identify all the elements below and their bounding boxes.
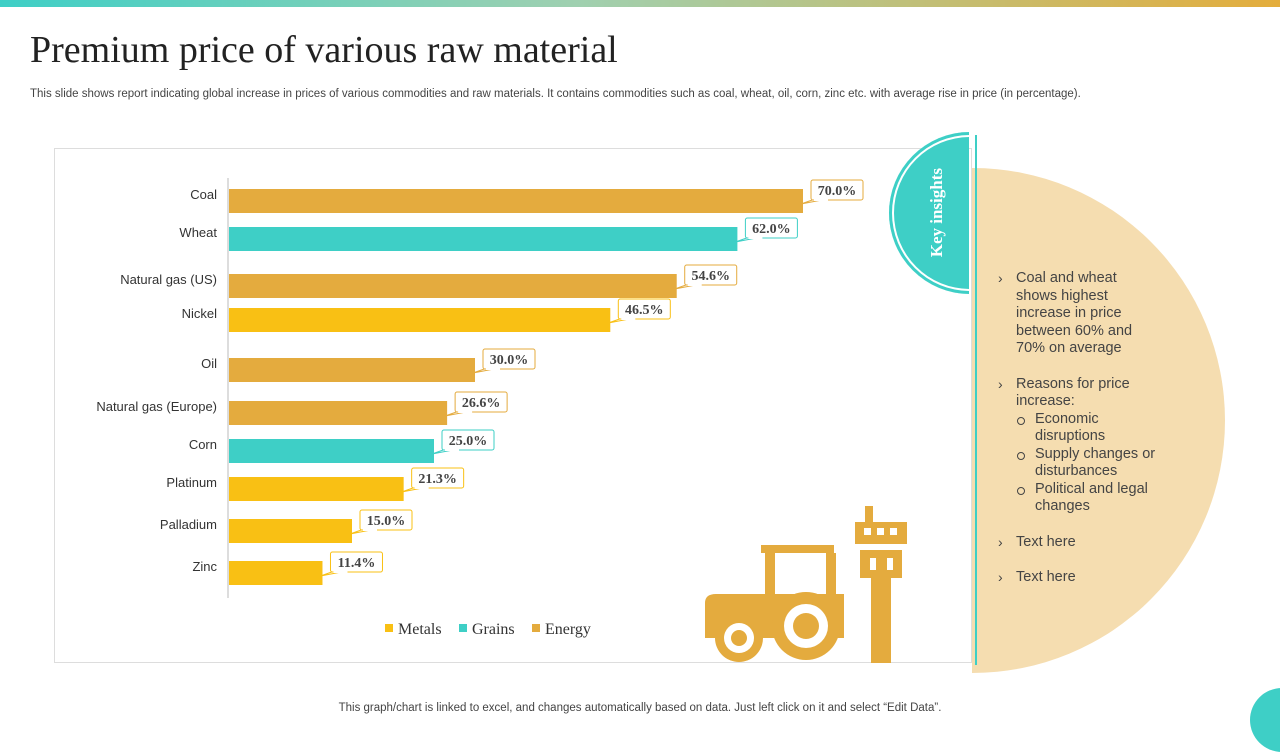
insight-text: Text here [1016, 569, 1076, 585]
silo-tower [871, 578, 891, 663]
legend-swatch [459, 624, 467, 632]
data-label: 62.0% [752, 222, 791, 237]
category-label: Platinum [166, 475, 217, 490]
data-label-pointer-mask [414, 486, 429, 489]
bar [229, 439, 434, 463]
insight-item: Reasons for price increase: Economic dis… [998, 376, 1158, 516]
category-label: Oil [201, 356, 217, 371]
reason-item: Economic disruptions [1016, 411, 1158, 446]
insight-item: Coal and wheat shows highest increase in… [998, 270, 1158, 358]
reason-item: Political and legal changes [1016, 481, 1158, 516]
page-subtitle: This slide shows report indicating globa… [30, 88, 1081, 100]
data-label-box [482, 348, 536, 370]
data-label-pointer-mask [363, 528, 377, 531]
category-label: Wheat [179, 225, 217, 240]
bar [229, 227, 738, 251]
silo-window [890, 528, 897, 535]
footnote: This graph/chart is linked to excel, and… [338, 702, 942, 714]
bar-chart[interactable]: Coal 70.0% Wheat 62.0% Natural gas (US) 54.6%… [54, 148, 972, 663]
insights-list: Coal and wheat shows highest increase in… [998, 270, 1158, 605]
insights-title: Key insights [897, 150, 977, 275]
insights-title-text: Key insights [927, 167, 946, 258]
data-label-box [359, 509, 413, 531]
legend-label: Grains [472, 621, 515, 638]
silo-window [864, 528, 871, 535]
data-label-pointer-mask [486, 367, 500, 370]
corner-decoration [1250, 688, 1280, 752]
data-label-box [684, 264, 738, 286]
bar [229, 274, 677, 298]
insight-item: Text here [998, 534, 1158, 552]
silo-slot [887, 558, 893, 570]
tractor-post [826, 553, 836, 598]
reasons-list: Economic disruptions Supply changes or d… [1016, 411, 1158, 516]
legend-swatch [532, 624, 540, 632]
data-label-pointer-mask [333, 570, 348, 573]
data-label: 25.0% [449, 434, 488, 449]
data-label-pointer-mask [621, 317, 636, 320]
insights-divider [975, 135, 977, 665]
silo-body [860, 550, 902, 578]
data-label-box [411, 467, 465, 489]
bar [229, 358, 475, 382]
category-label: Palladium [160, 517, 217, 532]
bar [229, 561, 323, 585]
silo-slot [870, 558, 876, 570]
data-label-box [454, 391, 508, 413]
bar [229, 477, 404, 501]
insight-text: Text here [1016, 533, 1076, 550]
data-label-box [810, 179, 864, 201]
data-label: 46.5% [625, 303, 664, 318]
tractor-post [765, 553, 775, 598]
tractor-front-wheel-hub [731, 630, 747, 646]
data-label-box [329, 551, 383, 573]
data-label-box [744, 217, 798, 239]
data-label-pointer-mask [814, 198, 828, 201]
page-title: Premium price of various raw material [30, 29, 618, 71]
data-label: 15.0% [367, 514, 406, 529]
tractor-roof [761, 545, 834, 553]
data-label-pointer-mask [748, 236, 763, 239]
data-label-pointer-mask [458, 410, 473, 413]
bar [229, 189, 803, 213]
insight-item: Text here [998, 569, 1158, 587]
silo-window [877, 528, 884, 535]
top-accent-bar [0, 0, 1280, 7]
silo-antenna [865, 506, 873, 524]
bar [229, 308, 611, 332]
legend-swatch [385, 624, 393, 632]
legend-label: Metals [398, 621, 442, 638]
category-label: Corn [189, 437, 217, 452]
category-label: Natural gas (Europe) [96, 399, 217, 414]
data-label: 70.0% [818, 184, 857, 199]
bar [229, 401, 448, 425]
bar [229, 519, 352, 543]
data-label-pointer-mask [687, 283, 702, 286]
data-label-box [441, 429, 495, 451]
data-label: 21.3% [418, 472, 457, 487]
data-label: 54.6% [691, 269, 730, 284]
legend-label: Energy [545, 621, 591, 638]
data-label: 30.0% [490, 353, 529, 368]
data-label: 11.4% [338, 556, 376, 571]
reason-item: Supply changes or disturbances [1016, 446, 1158, 481]
tractor-rear-wheel-hub [793, 613, 819, 639]
data-label: 26.6% [462, 396, 501, 411]
insight-text: Reasons for price increase: [1016, 375, 1130, 410]
data-label-box [617, 298, 671, 320]
category-label: Zinc [192, 559, 217, 574]
data-label-pointer-mask [445, 448, 459, 451]
insight-text: Coal and wheat shows highest increase in… [1016, 270, 1133, 356]
category-label: Natural gas (US) [120, 272, 217, 287]
category-label: Coal [190, 187, 217, 202]
category-label: Nickel [182, 306, 218, 321]
